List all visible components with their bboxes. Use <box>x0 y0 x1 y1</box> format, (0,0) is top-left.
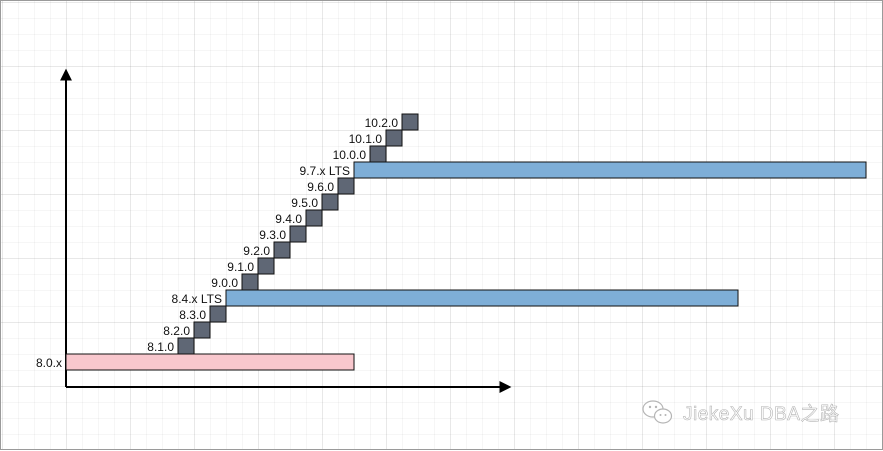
release-step <box>337 177 355 195</box>
version-label: 10.0.0 <box>333 148 367 162</box>
release-step <box>369 145 387 163</box>
release-step <box>273 241 291 259</box>
release-step <box>401 113 419 131</box>
baseline-bar <box>65 353 355 371</box>
wechat-icon <box>642 400 673 424</box>
version-label: 9.1.0 <box>227 260 254 274</box>
lts-bar <box>225 289 739 307</box>
version-label: 8.2.0 <box>163 324 190 338</box>
version-label: 9.4.0 <box>275 212 302 226</box>
release-step <box>385 129 403 147</box>
version-label: 9.3.0 <box>259 228 286 242</box>
watermark-text: JiekeXu DBA之路 <box>683 403 839 425</box>
version-label: 10.1.0 <box>349 132 383 146</box>
release-step <box>241 273 259 291</box>
release-step <box>209 305 227 323</box>
version-label: 8.4.x LTS <box>172 292 222 306</box>
version-steps: 8.1.0 8.2.0 8.3.0 8.4.x LTS 9.0.0 9.1.0 9.2.0 9… <box>147 113 867 355</box>
version-label: 9.7.x LTS <box>300 164 350 178</box>
release-step <box>257 257 275 275</box>
release-step <box>305 209 323 227</box>
version-label: 9.2.0 <box>243 244 270 258</box>
version-label: 8.3.0 <box>179 308 206 322</box>
release-step <box>177 337 195 355</box>
version-label: 10.2.0 <box>365 116 399 130</box>
version-label: 9.5.0 <box>291 196 318 210</box>
release-step <box>289 225 307 243</box>
release-step <box>321 193 339 211</box>
lts-bar <box>353 161 867 179</box>
baseline-label: 8.0.x <box>36 356 62 370</box>
version-label: 9.0.0 <box>211 276 238 290</box>
watermark: JiekeXu DBA之路 <box>642 400 839 425</box>
version-label: 8.1.0 <box>147 340 174 354</box>
version-label: 9.6.0 <box>307 180 334 194</box>
release-step <box>193 321 211 339</box>
